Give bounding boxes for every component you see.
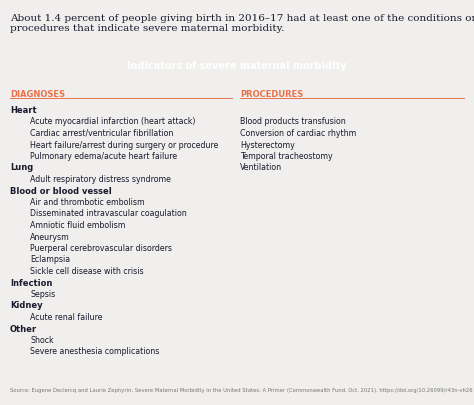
Text: Lung: Lung	[10, 164, 33, 173]
Text: Amniotic fluid embolism: Amniotic fluid embolism	[30, 221, 126, 230]
Text: Air and thrombotic embolism: Air and thrombotic embolism	[30, 198, 145, 207]
Text: Sickle cell disease with crisis: Sickle cell disease with crisis	[30, 267, 144, 276]
Text: Infection: Infection	[10, 279, 52, 288]
Text: Hysterectomy: Hysterectomy	[240, 141, 295, 149]
Text: Temporal tracheostomy: Temporal tracheostomy	[240, 152, 333, 161]
Text: Aneurysm: Aneurysm	[30, 232, 70, 241]
Text: Puerperal cerebrovascular disorders: Puerperal cerebrovascular disorders	[30, 244, 172, 253]
Text: Acute renal failure: Acute renal failure	[30, 313, 102, 322]
Text: Pulmonary edema/acute heart failure: Pulmonary edema/acute heart failure	[30, 152, 177, 161]
Text: Adult respiratory distress syndrome: Adult respiratory distress syndrome	[30, 175, 171, 184]
Text: Disseminated intravascular coagulation: Disseminated intravascular coagulation	[30, 209, 187, 219]
Text: Eclampsia: Eclampsia	[30, 256, 70, 264]
Text: procedures that indicate severe maternal morbidity.: procedures that indicate severe maternal…	[10, 24, 284, 33]
Text: Shock: Shock	[30, 336, 54, 345]
Text: Kidney: Kidney	[10, 301, 43, 311]
Text: Other: Other	[10, 324, 37, 333]
Text: Sepsis: Sepsis	[30, 290, 55, 299]
Text: Blood products transfusion: Blood products transfusion	[240, 117, 346, 126]
Text: Ventilation: Ventilation	[240, 164, 282, 173]
Text: DIAGNOSES: DIAGNOSES	[10, 90, 65, 99]
Text: Source: Eugene Declercq and Laurie Zephyrin, Severe Maternal Morbidity in the Un: Source: Eugene Declercq and Laurie Zephy…	[10, 388, 473, 393]
Text: Heart failure/arrest during surgery or procedure: Heart failure/arrest during surgery or p…	[30, 141, 219, 149]
Text: Indicators of severe maternal morbidity: Indicators of severe maternal morbidity	[127, 61, 347, 71]
Text: PROCEDURES: PROCEDURES	[240, 90, 303, 99]
Text: Heart: Heart	[10, 106, 36, 115]
Text: Conversion of cardiac rhythm: Conversion of cardiac rhythm	[240, 129, 356, 138]
Text: About 1.4 percent of people giving birth in 2016–17 had at least one of the cond: About 1.4 percent of people giving birth…	[10, 14, 474, 23]
Text: Blood or blood vessel: Blood or blood vessel	[10, 186, 112, 196]
Text: Severe anesthesia complications: Severe anesthesia complications	[30, 347, 159, 356]
Text: Cardiac arrest/ventricular fibrillation: Cardiac arrest/ventricular fibrillation	[30, 129, 173, 138]
Text: Acute myocardial infarction (heart attack): Acute myocardial infarction (heart attac…	[30, 117, 195, 126]
